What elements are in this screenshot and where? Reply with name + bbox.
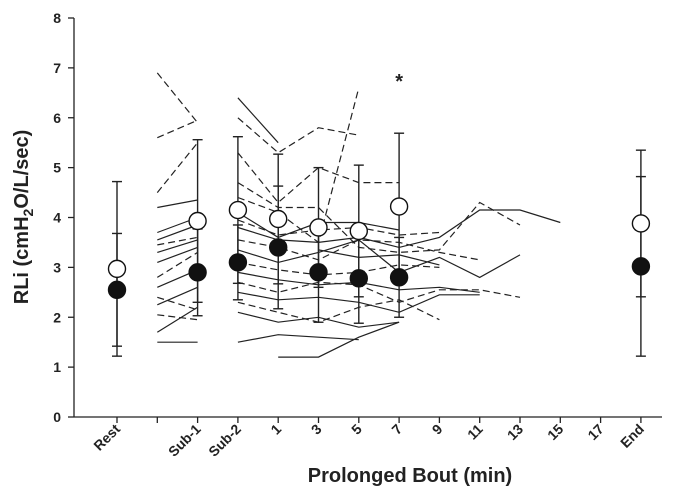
filled-circle-marker <box>269 238 288 257</box>
individual-trace-dashed <box>157 296 198 311</box>
x-tick-label: 7 <box>388 421 405 438</box>
open-circle-marker <box>349 221 368 241</box>
individual-trace-dashed <box>157 236 198 246</box>
individual-trace-solid <box>157 286 198 306</box>
x-tick-label: 5 <box>348 421 365 438</box>
y-tick-label: 2 <box>53 309 61 325</box>
individual-trace-dashed <box>157 119 198 139</box>
individual-trace-dashed <box>237 299 440 323</box>
x-tick-label: 1 <box>267 421 284 438</box>
individual-trace-solid <box>157 224 198 241</box>
x-tick-label: Sub-1 <box>165 421 204 460</box>
filled-circle-marker <box>228 253 248 272</box>
individual-trace-dashed <box>157 314 198 321</box>
x-tick-label: 11 <box>464 421 486 443</box>
x-tick-label: Rest <box>90 421 123 454</box>
individual-trace-solid <box>157 199 198 209</box>
individual-trace-dashed <box>156 251 198 278</box>
y-tick-label: 7 <box>53 60 61 76</box>
x-tick-label: 9 <box>429 421 446 438</box>
individual-trace-solid <box>157 239 198 253</box>
y-tick-label: 3 <box>53 259 61 275</box>
filled-circle-marker <box>107 280 127 300</box>
filled-circle-marker <box>631 257 651 276</box>
individual-trace-solid <box>157 246 198 263</box>
individual-trace-dashed <box>156 142 199 193</box>
x-axis-title: Prolonged Bout (min) <box>308 465 512 487</box>
open-circle-marker <box>188 211 207 231</box>
individual-trace-solid <box>278 321 400 358</box>
error-bars <box>112 132 646 357</box>
x-tick-label: 13 <box>504 421 526 443</box>
y-ticks: 0 1 2 3 4 5 6 7 8 <box>53 10 74 425</box>
x-tick-label: 15 <box>544 421 566 443</box>
individual-traces <box>156 72 561 358</box>
individual-trace-solid <box>237 334 359 343</box>
x-tick-label: Sub-2 <box>205 421 244 460</box>
individual-trace-dashed <box>237 182 521 254</box>
x-tick-label: End <box>617 421 647 451</box>
individual-trace-dashed <box>156 72 199 124</box>
y-tick-label: 8 <box>53 10 61 26</box>
y-tick-label: 1 <box>53 359 61 375</box>
open-circle-marker <box>309 218 328 237</box>
individual-trace-dashed <box>237 219 440 236</box>
significance-annotation: * <box>395 71 403 93</box>
individual-trace-dashed <box>237 281 521 303</box>
y-axis-title: RLi (cmH2O/L/sec) <box>11 130 36 305</box>
open-circle-marker <box>269 209 288 229</box>
open-circle-marker <box>389 197 409 216</box>
individual-trace-dashed <box>237 117 359 154</box>
individual-trace-dashed <box>237 261 440 276</box>
x-tick-label: 3 <box>308 421 325 438</box>
axes <box>73 18 662 418</box>
mean-markers <box>107 197 651 300</box>
y-tick-label: 0 <box>53 409 61 425</box>
filled-circle-marker <box>349 269 368 288</box>
y-tick-label: 5 <box>53 160 61 176</box>
x-ticks: Rest Sub-1 Sub-2 1 3 5 7 9 11 13 15 17 End <box>90 417 647 460</box>
filled-circle-marker <box>309 263 328 282</box>
x-tick-label: 17 <box>584 421 606 443</box>
individual-trace-solid <box>156 306 198 333</box>
open-circle-marker <box>228 200 248 220</box>
filled-circle-marker <box>188 263 207 282</box>
individual-trace-solid <box>237 97 279 144</box>
individual-trace-solid <box>318 249 440 266</box>
open-circle-marker <box>631 214 651 233</box>
individual-trace-dashed <box>237 239 480 261</box>
filled-circle-marker <box>389 268 409 287</box>
open-circle-marker <box>107 259 127 279</box>
y-tick-label: 6 <box>53 110 61 126</box>
individual-trace-dashed <box>237 87 360 244</box>
y-tick-label: 4 <box>53 210 61 226</box>
